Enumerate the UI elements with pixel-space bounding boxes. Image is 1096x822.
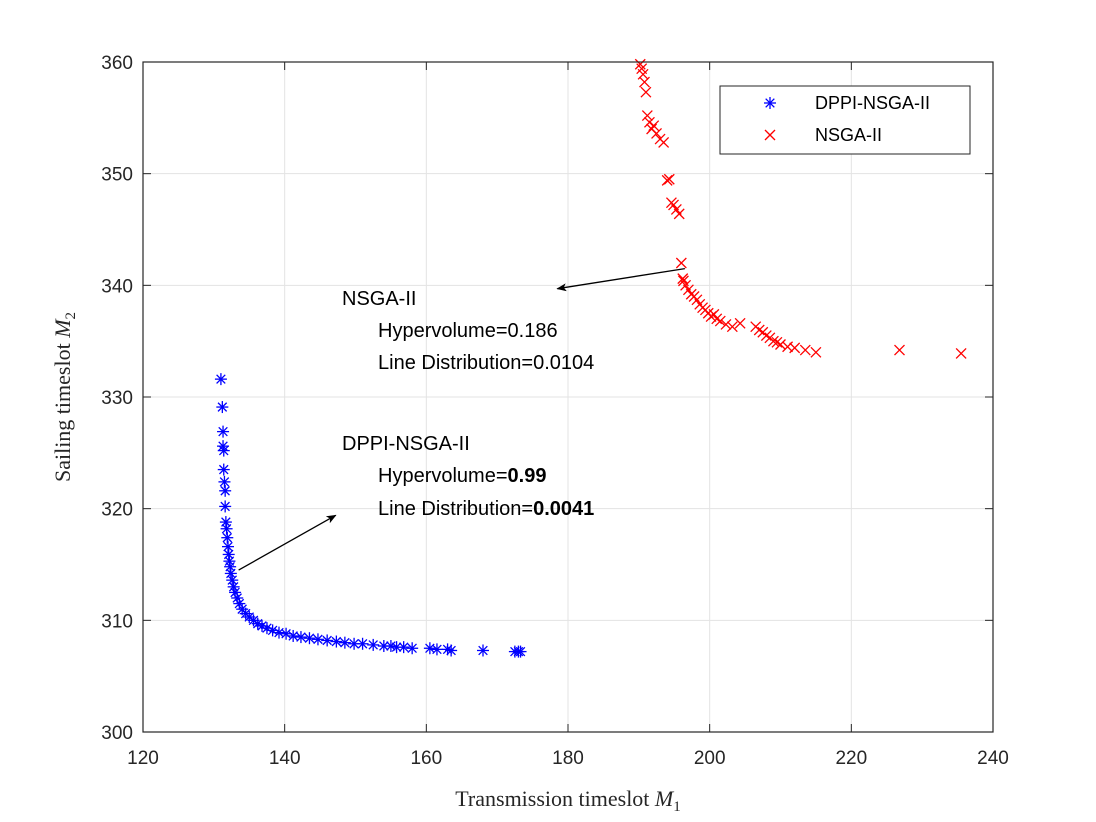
x-tick-label: 200 — [694, 748, 726, 769]
legend-marker-nsga-glyph — [764, 129, 776, 141]
data-point — [220, 522, 233, 535]
data-point — [311, 633, 324, 646]
annotation-dppi-hypervolume: Hypervolume=0.99 — [378, 465, 546, 487]
y-tick-label: 350 — [101, 165, 133, 186]
data-point — [217, 444, 230, 457]
data-point — [810, 346, 822, 358]
data-point — [219, 484, 232, 497]
data-point — [477, 644, 489, 657]
data-point — [377, 640, 390, 653]
x-tick-label: 220 — [835, 748, 867, 769]
annotation-arrow-nsga — [556, 267, 685, 292]
data-point — [221, 531, 234, 544]
annotation-nsga-line-distribution: Line Distribution=0.0104 — [378, 352, 594, 374]
data-point — [233, 597, 246, 610]
data-point — [640, 86, 652, 98]
data-point — [955, 347, 967, 359]
data-point — [222, 540, 234, 553]
data-point — [330, 635, 343, 648]
data-point — [216, 401, 229, 414]
data-point — [321, 634, 334, 647]
data-point — [658, 136, 670, 148]
data-point — [677, 273, 689, 285]
data-point — [673, 208, 685, 220]
data-point — [445, 644, 458, 657]
annotation-arrow-dppi — [238, 514, 337, 571]
data-point — [219, 516, 232, 529]
data-point — [397, 641, 410, 654]
y-tick-label: 340 — [101, 276, 133, 297]
x-tick-label: 180 — [552, 748, 584, 769]
x-axis-label: Transmission timeslot M1 — [455, 786, 681, 815]
annotation-nsga-hypervolume: Hypervolume=0.186 — [378, 320, 558, 342]
annotation-dppi-line-distribution: Line Distribution=0.0041 — [378, 498, 594, 520]
data-point — [514, 645, 527, 658]
legend: DPPI-NSGA-II NSGA-II — [719, 85, 971, 155]
data-point — [663, 173, 675, 185]
data-point — [231, 592, 244, 604]
data-point — [661, 174, 673, 186]
data-point — [219, 500, 232, 513]
data-point — [734, 317, 746, 329]
data-point — [406, 642, 419, 655]
y-tick-label: 310 — [101, 611, 133, 632]
data-point — [675, 257, 687, 269]
data-point — [217, 463, 230, 476]
legend-marker-dppi-glyph — [764, 97, 776, 109]
legend-marker-dppi — [764, 97, 776, 109]
data-point — [648, 120, 660, 132]
legend-label-dppi: DPPI-NSGA-II — [815, 93, 930, 113]
data-point — [217, 425, 230, 438]
data-point — [218, 475, 231, 488]
y-axis-label: Sailing timeslot M2 — [50, 312, 79, 482]
data-point — [775, 339, 786, 350]
y-tick-label: 320 — [101, 500, 133, 521]
data-point — [894, 344, 905, 356]
annotation-dppi-title: DPPI-NSGA-II — [342, 433, 470, 455]
legend-box — [719, 85, 971, 155]
data-point — [356, 637, 369, 650]
x-tick-label: 140 — [269, 748, 301, 769]
data-point — [714, 315, 726, 327]
legend-label-nsga: NSGA-II — [815, 125, 882, 145]
data-point — [641, 110, 653, 122]
data-point — [384, 640, 397, 653]
data-point — [303, 632, 316, 645]
data-point — [224, 560, 237, 573]
series-nsga-ii — [634, 58, 967, 359]
series-dppi-nsga-ii — [214, 373, 527, 658]
data-point — [639, 76, 650, 88]
annotations: NSGA-II Hypervolume=0.186 Line Distribut… — [238, 267, 685, 571]
data-point — [430, 643, 443, 656]
y-tick-label: 360 — [101, 53, 133, 74]
data-point — [767, 335, 779, 347]
x-tick-label: 120 — [127, 748, 159, 769]
y-tick-label: 300 — [101, 723, 133, 744]
data-point — [338, 636, 351, 649]
data-point — [222, 548, 235, 561]
data-point — [266, 624, 279, 637]
legend-marker-nsga — [764, 129, 776, 141]
data-point — [367, 638, 380, 651]
axis-ticks: 120 140 160 180 200 220 240 300 310 320 330 340 350 3… — [101, 53, 1009, 769]
x-tick-label: 160 — [410, 748, 442, 769]
y-tick-label: 330 — [101, 388, 133, 409]
data-point — [651, 128, 663, 139]
data-point — [256, 619, 268, 632]
annotation-nsga-title: NSGA-II — [342, 288, 416, 310]
data-point — [726, 321, 738, 333]
data-point — [294, 631, 307, 644]
data-point — [789, 342, 801, 354]
data-point — [720, 318, 732, 330]
data-point — [287, 629, 300, 642]
data-points — [214, 58, 967, 658]
x-tick-label: 240 — [977, 748, 1009, 769]
data-point — [799, 344, 811, 356]
axes-box — [142, 61, 994, 733]
data-point — [214, 373, 227, 386]
